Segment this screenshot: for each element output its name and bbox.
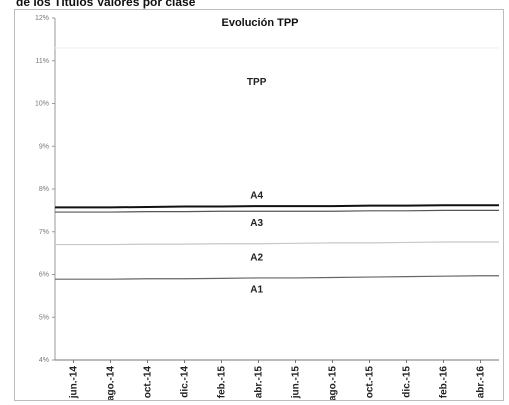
x-tick-label: jun.-14 xyxy=(69,366,80,400)
x-tick-label: dic.-14 xyxy=(180,366,191,398)
document-heading: de los Títulos Valores por clase xyxy=(16,0,196,9)
line-chart: Evolución TPP 4% 5% 6% 7% 8% 9% 10% 11% 12% jun.… xyxy=(35,15,499,400)
y-tick-label: 7% xyxy=(39,229,49,236)
series-line-a2 xyxy=(55,241,499,246)
x-tick-label: oct.-14 xyxy=(143,366,154,399)
series-label-a4: A4 xyxy=(250,190,263,201)
y-tick-label: 8% xyxy=(39,186,49,193)
series-line-a3 xyxy=(55,209,499,213)
x-tick-label: jun.-15 xyxy=(291,366,302,400)
x-tick-label: oct.-15 xyxy=(365,366,376,399)
chart-title: Evolución TPP xyxy=(221,17,298,29)
y-tick-label: 11% xyxy=(36,58,50,65)
y-tick-label: 5% xyxy=(39,314,49,321)
y-tick-label: 9% xyxy=(39,143,49,150)
y-tick-label: 10% xyxy=(35,101,49,108)
series-label-a1: A1 xyxy=(250,284,263,295)
y-tick-label: 4% xyxy=(39,357,49,364)
chart-frame: Evolución TPP 4% 5% 6% 7% 8% 9% 10% 11% 12% jun.… xyxy=(14,9,504,401)
y-tick-label: 6% xyxy=(39,272,49,279)
series-label-a3: A3 xyxy=(250,218,263,229)
x-tick-label: ago.-15 xyxy=(328,366,339,400)
y-tick-label: 12% xyxy=(35,15,49,22)
series-label-tpp: TPP xyxy=(247,77,267,88)
x-tick-label: dic.-15 xyxy=(402,366,413,398)
x-tick-label: abr.-15 xyxy=(254,366,265,399)
x-tick-label: ago.-14 xyxy=(106,366,117,400)
x-tick-label: abr.-16 xyxy=(476,366,487,399)
series-line-a4 xyxy=(55,204,499,209)
x-tick-label: feb.-15 xyxy=(217,366,228,399)
series-label-a2: A2 xyxy=(250,252,263,263)
series-line-a1 xyxy=(55,275,499,280)
x-tick-label: feb.-16 xyxy=(439,366,450,399)
